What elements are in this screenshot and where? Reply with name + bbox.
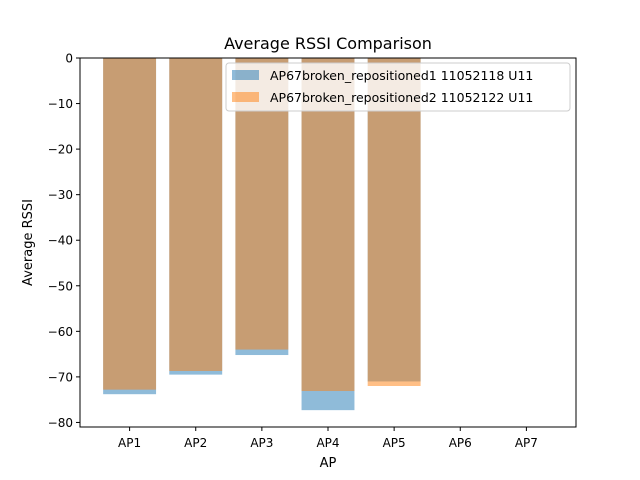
x-axis-ticks: AP1 AP2 AP3 AP4 AP5 AP6 AP7 [118,427,538,450]
x-tick-label-ap2: AP2 [184,436,207,450]
x-tick-label-ap4: AP4 [316,436,339,450]
legend-swatch-series-2 [232,92,259,102]
legend-label-series-2: AP67broken_repositioned2 11052122 U11 [270,90,533,105]
y-tick-label: −70 [48,370,73,384]
bar-series-2-ap2 [169,58,223,371]
legend-frame [225,62,571,112]
y-tick-label: −80 [48,416,73,430]
y-axis-label: Average RSSI [21,199,36,286]
bar-series-2-ap1 [103,58,157,390]
x-tick-label-ap6: AP6 [449,436,472,450]
bar-series-2-ap5 [367,58,421,386]
legend-label-series-1: AP67broken_repositioned1 11052118 U11 [270,68,533,83]
y-tick-label: −20 [48,143,73,157]
x-tick-label-ap7: AP7 [515,436,538,450]
x-axis-label: AP [320,456,337,471]
y-tick-label: −50 [48,279,73,293]
x-tick-label-ap3: AP3 [250,436,273,450]
bar-series-2-ap4 [301,58,355,392]
legend-swatch-series-1 [232,70,259,80]
y-tick-label: −30 [48,188,73,202]
bars-group [103,58,421,411]
y-tick-label: −40 [48,234,73,248]
y-axis-ticks: 0 −10 −20 −30 −40 −50 −60 −70 −80 [48,52,80,430]
y-tick-label: −10 [48,97,73,111]
legend: AP67broken_repositioned1 11052118 U11 AP… [225,62,571,112]
y-tick-label: −60 [48,325,73,339]
x-tick-label-ap1: AP1 [118,436,141,450]
x-tick-label-ap5: AP5 [383,436,406,450]
chart-title: Average RSSI Comparison [224,34,432,53]
y-tick-label: 0 [65,52,73,66]
